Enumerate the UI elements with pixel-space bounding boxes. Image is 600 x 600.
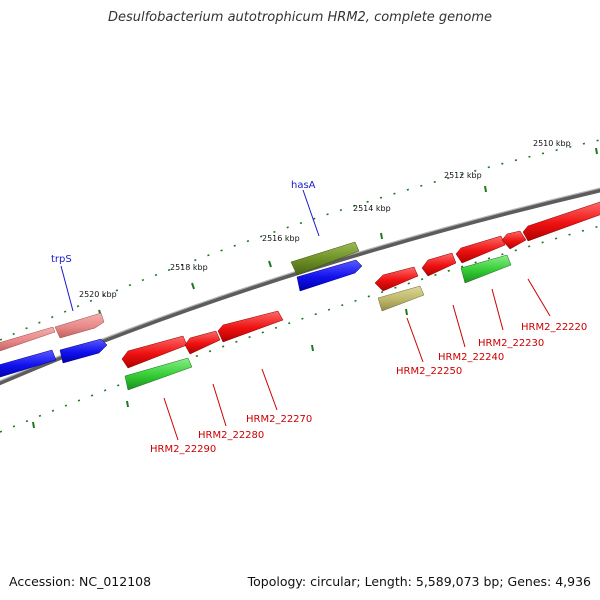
label-leaders bbox=[60, 189, 551, 441]
major-ticks bbox=[32, 147, 598, 429]
gene-arrow-red[interactable] bbox=[501, 230, 527, 250]
gene-label-hasA[interactable]: hasA bbox=[291, 180, 316, 191]
gene-arrow-blue[interactable] bbox=[296, 259, 363, 292]
scale-label: 2520 kbp bbox=[79, 290, 117, 299]
gene-arrow-pink[interactable] bbox=[0, 326, 56, 352]
gene-arrow-green[interactable] bbox=[460, 254, 512, 284]
gene-label-trpS[interactable]: trpS bbox=[51, 254, 72, 265]
scale-label: 2514 kbp bbox=[353, 204, 391, 213]
map-title: Desulfobacterium autotrophicum HRM2, com… bbox=[107, 10, 493, 25]
gene-arrow-blue[interactable] bbox=[59, 338, 108, 364]
gene-arrow-khaki[interactable] bbox=[377, 285, 425, 312]
gene-label-hrm2-22280[interactable]: HRM2_22280 bbox=[198, 430, 264, 441]
genome-summary-text: Topology: circular; Length: 5,589,073 bp… bbox=[247, 574, 591, 589]
gene-arrow-red[interactable] bbox=[121, 335, 188, 369]
gene-arrow-pink[interactable] bbox=[54, 312, 105, 339]
accession-text: Accession: NC_012108 bbox=[9, 574, 152, 589]
scale-label: 2518 kbp bbox=[170, 263, 208, 272]
gene-label-hrm2-22270[interactable]: HRM2_22270 bbox=[246, 414, 312, 425]
gene-arrow-red[interactable] bbox=[184, 330, 221, 355]
gene-label-hrm2-22240[interactable]: HRM2_22240 bbox=[438, 352, 504, 363]
scale-label: 2516 kbp bbox=[262, 234, 300, 243]
gene-label-hrm2-22220[interactable]: HRM2_22220 bbox=[521, 322, 587, 333]
gene-arrow-olive[interactable] bbox=[290, 241, 360, 276]
gene-label-hrm2-22290[interactable]: HRM2_22290 bbox=[150, 444, 216, 455]
gene-label-hrm2-22250[interactable]: HRM2_22250 bbox=[396, 366, 462, 377]
gene-label-hrm2-22230[interactable]: HRM2_22230 bbox=[478, 338, 544, 349]
gene-arrow-green[interactable] bbox=[124, 357, 193, 391]
scale-label: 2512 kbp bbox=[444, 171, 482, 180]
gene-arrow-blue[interactable] bbox=[0, 349, 57, 378]
scale-label: 2510 kbp bbox=[533, 139, 571, 148]
gene-arrow-red[interactable] bbox=[374, 266, 419, 292]
gene-arrow-red[interactable] bbox=[522, 201, 600, 242]
gene-arrow-red[interactable] bbox=[217, 310, 284, 343]
inner-scale-ticks bbox=[0, 225, 600, 433]
gene-arrow-red[interactable] bbox=[421, 252, 457, 277]
